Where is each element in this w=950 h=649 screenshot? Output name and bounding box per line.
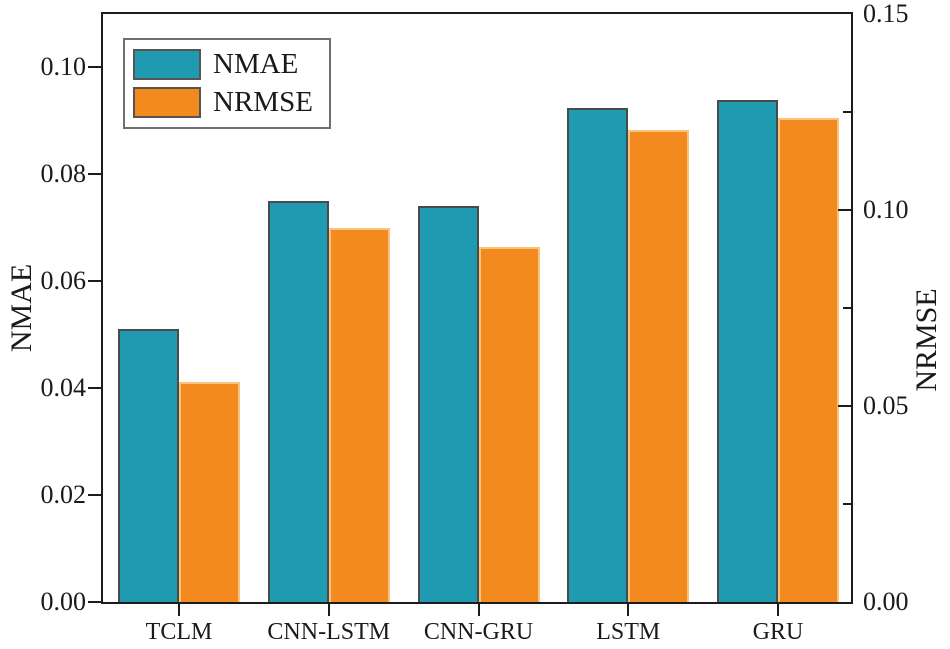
legend: NMAE NRMSE: [123, 38, 331, 129]
left-y-tick: [88, 66, 101, 69]
right-y-tick-label: 0.10: [863, 195, 909, 224]
legend-label-nmae: NMAE: [213, 48, 299, 80]
right-y-tick-label: 0.00: [863, 587, 909, 616]
left-y-tick-label: 0.02: [40, 480, 87, 510]
legend-entry-nmae: NMAE: [133, 48, 313, 81]
x-tick: [627, 604, 630, 616]
bar-nmae-cnn-lstm: [267, 201, 329, 602]
right-y-tick-label: 0.15: [863, 0, 909, 28]
x-tick-label-cnn-lstm: CNN-LSTM: [267, 619, 391, 645]
right-y-minor-tick: [843, 307, 851, 309]
right-y-minor-tick: [843, 111, 851, 113]
x-tick: [178, 604, 180, 616]
x-tick: [477, 604, 480, 616]
bar-nrmse-cnn-gru: [478, 247, 540, 602]
left-y-tick-label: 0.08: [40, 159, 87, 189]
x-tick-label-lstm: LSTM: [596, 619, 661, 645]
left-y-tick-label: 0.04: [40, 373, 87, 403]
legend-entry-nrmse: NRMSE: [133, 86, 313, 119]
nmae-swatch: [133, 49, 201, 80]
bar-nrmse-gru: [778, 117, 839, 602]
right-y-tick: [838, 209, 851, 211]
x-tick-label-tclm: TCLM: [145, 619, 213, 645]
left-y-tick-label: 0.10: [40, 52, 87, 82]
legend-label-nrmse: NRMSE: [213, 86, 313, 118]
bar-nmae-gru: [717, 99, 778, 602]
right-axis-title: NRMSE: [910, 288, 943, 392]
left-y-tick-label: 0.00: [40, 587, 87, 616]
right-y-minor-tick: [843, 503, 851, 505]
x-tick: [327, 604, 330, 616]
bar-nmae-cnn-gru: [417, 206, 479, 602]
x-tick: [777, 604, 779, 616]
left-y-tick: [88, 494, 101, 497]
right-y-tick: [838, 405, 851, 407]
right-y-tick-label: 0.05: [863, 391, 909, 420]
left-y-tick-label: 0.06: [40, 266, 87, 296]
bar-nrmse-tclm: [179, 382, 240, 602]
bar-nrmse-lstm: [628, 129, 690, 602]
bar-nmae-tclm: [118, 329, 179, 602]
left-y-tick: [88, 387, 101, 390]
bar-nrmse-cnn-lstm: [328, 227, 390, 602]
bar-nmae-lstm: [567, 107, 629, 602]
left-y-tick: [88, 280, 101, 283]
left-y-tick: [88, 601, 101, 603]
x-tick-label-cnn-gru: CNN-GRU: [423, 619, 534, 645]
nrmse-swatch: [133, 87, 201, 118]
left-y-tick: [88, 173, 101, 176]
x-tick-label-gru: GRU: [752, 619, 804, 645]
